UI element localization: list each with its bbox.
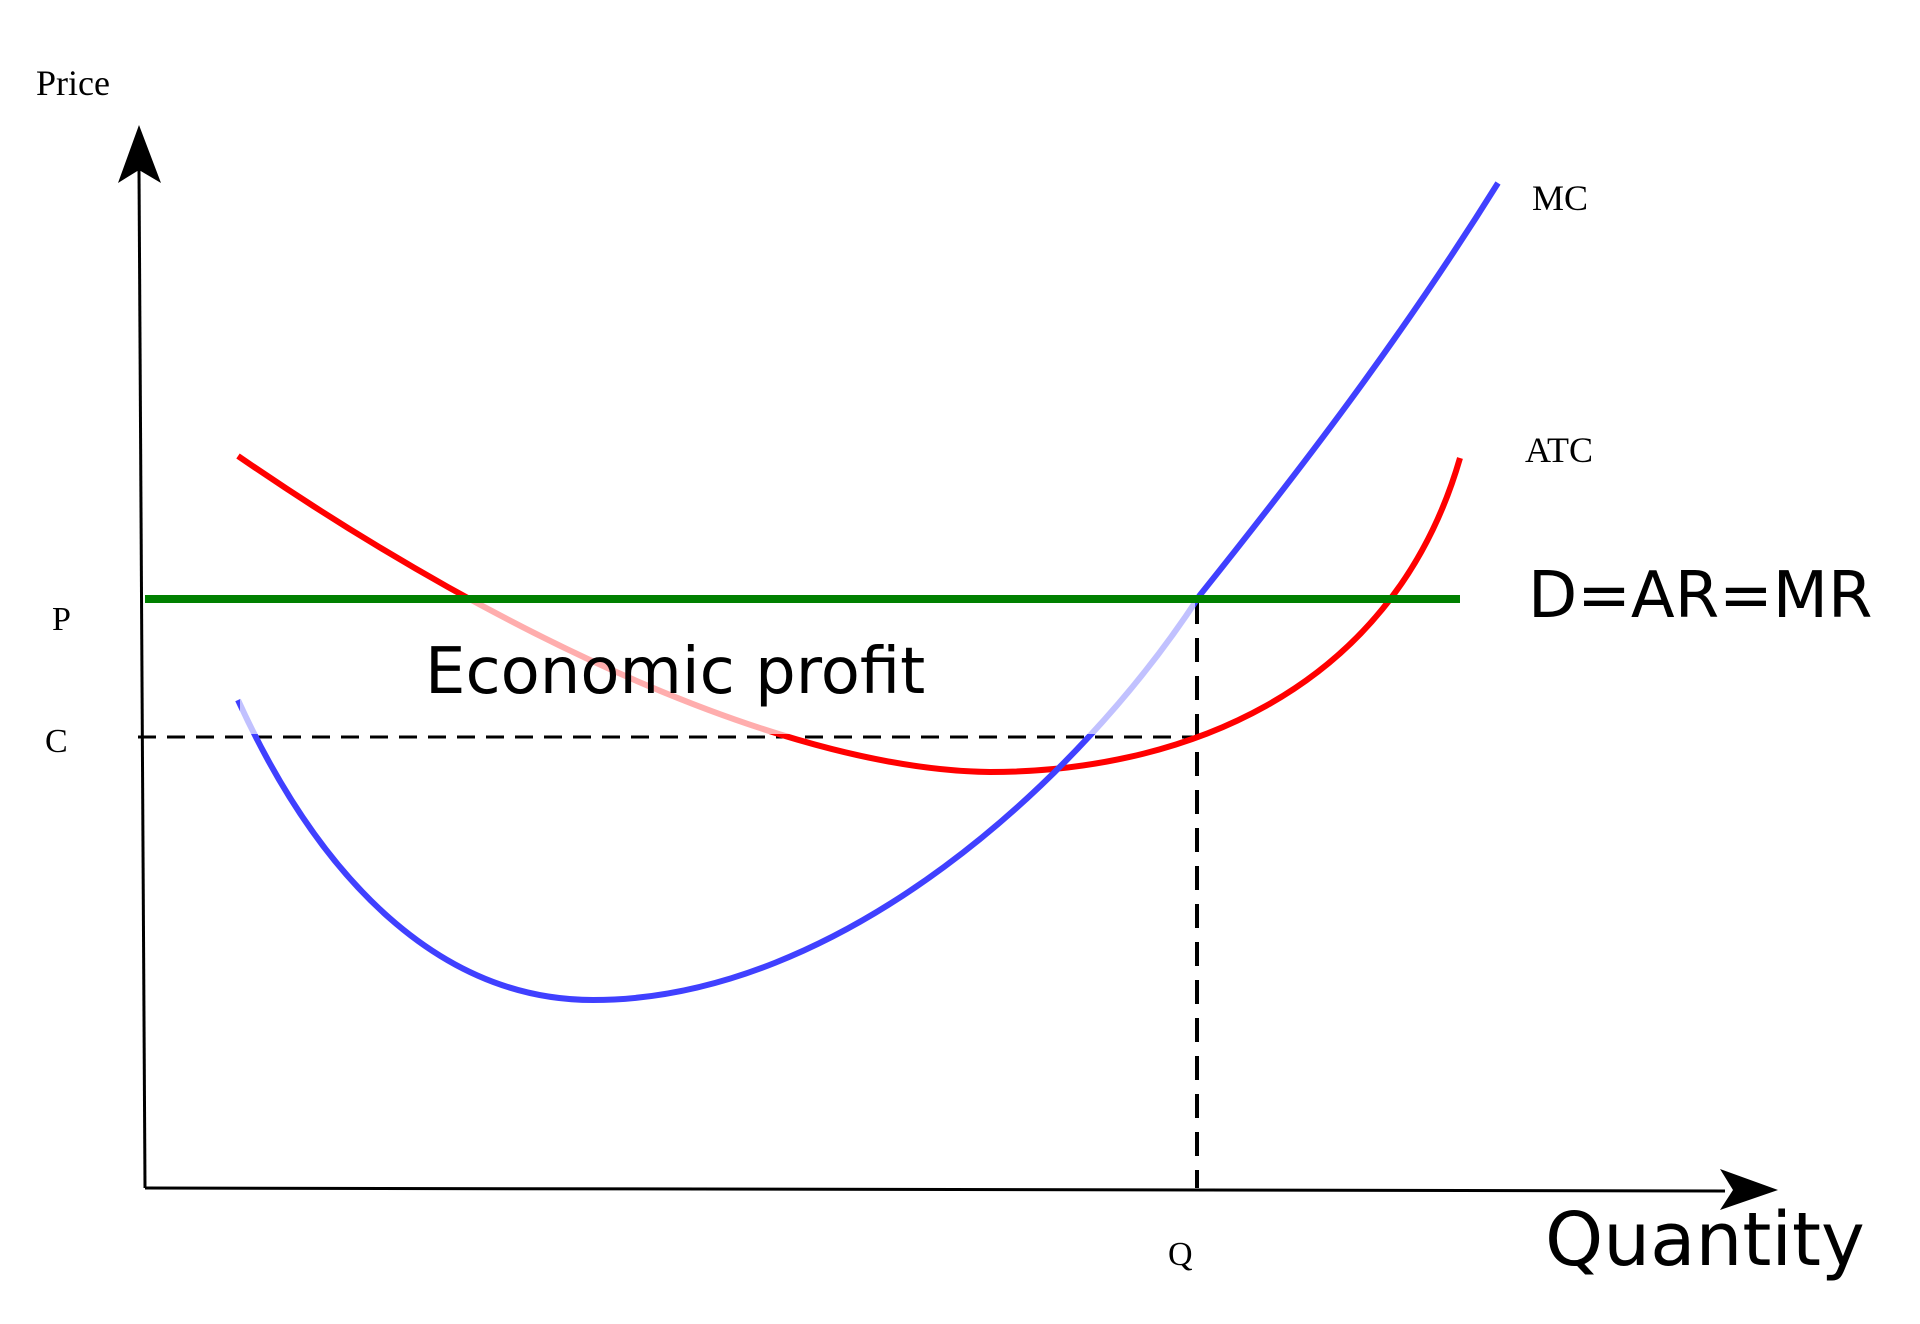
price-tick-label: P: [52, 601, 71, 638]
x-axis-label: Quantity: [1545, 1197, 1865, 1283]
quantity-tick-label: Q: [1168, 1236, 1193, 1273]
economic-profit-region: [240, 603, 1195, 734]
y-axis-label: Price: [36, 63, 110, 103]
atc-label: ATC: [1525, 430, 1593, 470]
economic-profit-label: Economic profit: [425, 635, 925, 709]
x-axis-arrowhead: [1720, 1169, 1778, 1210]
cost-tick-label: C: [45, 723, 68, 760]
y-axis: [137, 169, 147, 1189]
y-axis-arrowhead: [118, 125, 161, 183]
mc-curve: [235, 181, 1501, 1004]
mc-label: MC: [1532, 178, 1588, 218]
x-axis: [144, 1186, 1726, 1193]
demand-label: D=AR=MR: [1528, 559, 1872, 633]
